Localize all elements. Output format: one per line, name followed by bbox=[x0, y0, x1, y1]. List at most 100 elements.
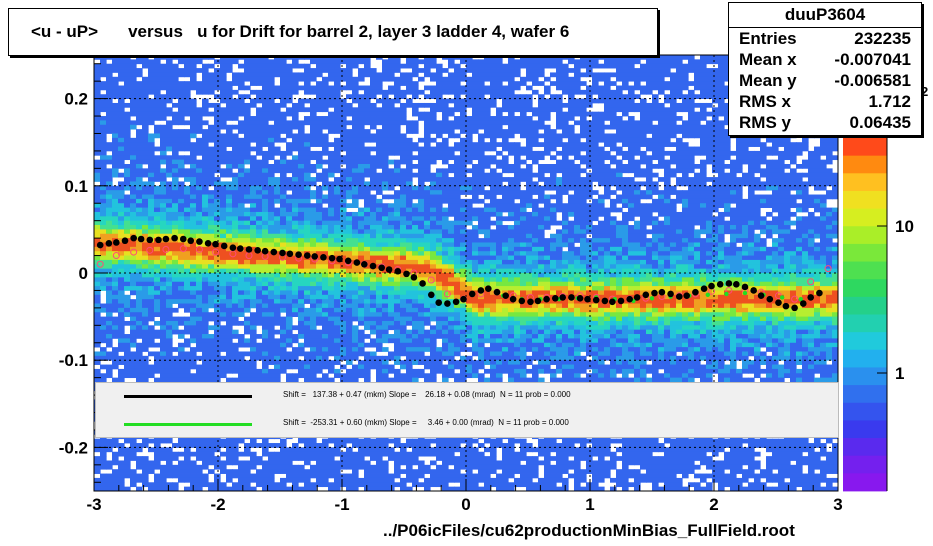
heat-cell bbox=[244, 290, 251, 296]
heat-cell bbox=[148, 338, 155, 344]
heat-cell bbox=[388, 255, 395, 261]
heat-cell bbox=[160, 146, 167, 152]
heat-cell bbox=[100, 124, 107, 130]
heat-cell bbox=[100, 320, 107, 326]
heat-cell bbox=[172, 133, 179, 139]
heat-cell bbox=[94, 334, 101, 339]
heat-cell bbox=[130, 185, 137, 191]
heat-cell bbox=[286, 286, 293, 291]
heat-cell bbox=[346, 150, 353, 156]
heat-cell bbox=[172, 277, 179, 283]
heat-cell bbox=[334, 451, 341, 457]
heat-cell bbox=[130, 203, 137, 208]
heat-cell bbox=[184, 94, 191, 99]
heat-cell bbox=[370, 255, 377, 261]
heat-cell bbox=[430, 137, 437, 143]
heat-cell bbox=[94, 482, 101, 488]
heat-cell bbox=[370, 268, 377, 274]
heat-cell bbox=[334, 246, 341, 252]
heat-cell bbox=[94, 146, 101, 152]
heat-cell bbox=[142, 55, 149, 60]
heat-cell bbox=[382, 447, 389, 453]
heat-cell bbox=[112, 273, 119, 278]
heat-cell bbox=[166, 238, 173, 243]
heat-cell bbox=[406, 220, 413, 226]
heat-cell bbox=[280, 207, 287, 213]
heat-cell bbox=[310, 107, 317, 113]
heat-cell bbox=[274, 355, 281, 361]
heat-cell bbox=[166, 229, 173, 235]
heat-cell bbox=[124, 281, 131, 287]
heat-cell bbox=[364, 68, 371, 73]
heat-cell bbox=[166, 168, 173, 174]
heat-cell bbox=[436, 368, 443, 374]
heat-cell bbox=[388, 220, 395, 226]
heat-cell bbox=[424, 133, 431, 139]
heat-cell bbox=[436, 133, 443, 139]
heat-cell bbox=[106, 316, 113, 322]
heat-cell bbox=[286, 290, 293, 296]
heat-cell bbox=[334, 207, 341, 213]
heat-cell bbox=[376, 473, 383, 479]
heat-cell bbox=[94, 316, 101, 322]
heat-cell bbox=[376, 89, 383, 95]
heat-cell bbox=[412, 89, 419, 95]
heat-cell bbox=[412, 329, 419, 335]
heat-cell bbox=[274, 111, 281, 117]
heat-cell bbox=[280, 63, 287, 69]
heat-cell bbox=[118, 76, 125, 82]
heat-cell bbox=[232, 286, 239, 291]
heat-cell bbox=[358, 137, 365, 143]
heat-cell bbox=[178, 85, 185, 91]
heat-cell bbox=[292, 168, 299, 174]
heat-cell bbox=[328, 194, 335, 200]
heat-cell bbox=[184, 377, 191, 383]
heat-cell bbox=[184, 81, 191, 86]
heat-cell bbox=[202, 268, 209, 274]
heat-cell bbox=[274, 460, 281, 466]
heat-cell bbox=[124, 142, 131, 147]
heat-cell bbox=[286, 159, 293, 165]
heat-cell bbox=[220, 360, 227, 365]
heat-cell bbox=[166, 469, 173, 474]
heat-cell bbox=[94, 225, 101, 230]
heat-cell bbox=[118, 133, 125, 139]
heat-cell bbox=[286, 177, 293, 182]
heat-cell bbox=[148, 133, 155, 139]
heat-cell bbox=[166, 203, 173, 208]
heat-cell bbox=[298, 181, 305, 187]
heat-cell bbox=[208, 456, 215, 461]
heat-cell bbox=[358, 273, 365, 278]
heat-cell bbox=[346, 107, 353, 113]
heat-cell bbox=[376, 107, 383, 113]
heat-cell bbox=[100, 155, 107, 161]
heat-cell bbox=[136, 312, 143, 317]
heat-cell bbox=[190, 377, 197, 383]
heat-cell bbox=[352, 81, 359, 86]
heat-cell bbox=[346, 246, 353, 252]
heat-cell bbox=[310, 286, 317, 291]
heat-cell bbox=[94, 277, 101, 283]
heat-cell bbox=[178, 194, 185, 200]
heat-cell bbox=[118, 277, 125, 283]
heat-cell bbox=[406, 342, 413, 348]
heat-cell bbox=[268, 238, 275, 243]
heat-cell bbox=[322, 216, 329, 222]
heat-cell bbox=[196, 81, 203, 86]
heat-cell bbox=[280, 299, 287, 304]
heat-cell bbox=[118, 316, 125, 322]
heat-cell bbox=[412, 255, 419, 261]
heat-cell bbox=[406, 168, 413, 174]
heat-cell bbox=[190, 443, 197, 448]
heat-cell bbox=[364, 55, 371, 60]
heat-cell bbox=[178, 259, 185, 265]
heat-cell bbox=[184, 198, 191, 204]
heat-cell bbox=[340, 85, 347, 91]
heat-cell bbox=[322, 290, 329, 296]
heat-cell bbox=[142, 312, 149, 317]
heat-cell bbox=[262, 111, 269, 117]
heat-cell bbox=[100, 129, 107, 134]
heat-cell bbox=[292, 85, 299, 91]
heat-cell bbox=[184, 342, 191, 348]
heat-cell bbox=[310, 303, 317, 309]
